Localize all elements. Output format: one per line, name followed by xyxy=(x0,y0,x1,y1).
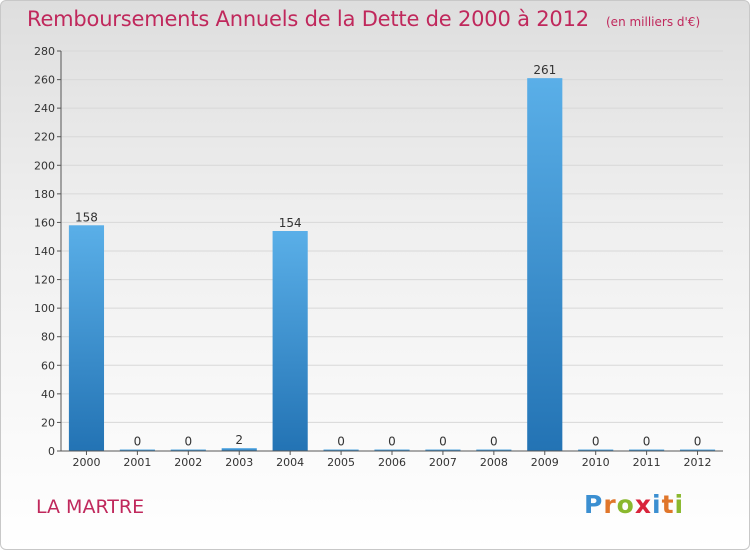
data-label: 0 xyxy=(694,435,702,449)
x-tick-label: 2008 xyxy=(480,456,508,469)
x-tick-label: 2003 xyxy=(225,456,253,469)
x-tick-label: 2000 xyxy=(72,456,100,469)
data-label: 154 xyxy=(279,216,302,230)
data-label: 158 xyxy=(75,210,98,224)
bar xyxy=(527,78,563,452)
x-tick-label: 2002 xyxy=(174,456,202,469)
y-tick-label: 60 xyxy=(41,359,55,372)
logo-letter: r xyxy=(603,490,617,519)
axes: 0204060801001201401601802002202402602802… xyxy=(34,45,723,469)
title-row: Remboursements Annuels de la Dette de 20… xyxy=(27,7,700,31)
logo-letter: i xyxy=(674,490,685,519)
bar xyxy=(119,449,155,451)
bar xyxy=(323,449,359,451)
x-tick-label: 2001 xyxy=(123,456,151,469)
data-label: 0 xyxy=(337,435,345,449)
x-tick-label: 2005 xyxy=(327,456,355,469)
data-label: 0 xyxy=(184,435,192,449)
proxiti-logo: Proxiti xyxy=(584,490,684,519)
y-tick-label: 200 xyxy=(34,159,55,172)
data-label: 0 xyxy=(490,435,498,449)
y-tick-label: 260 xyxy=(34,74,55,87)
bar xyxy=(272,231,308,451)
data-label: 0 xyxy=(439,435,447,449)
data-label: 0 xyxy=(643,435,651,449)
bar xyxy=(679,449,716,451)
x-tick-label: 2011 xyxy=(633,456,661,469)
gridlines xyxy=(61,50,723,423)
y-tick-label: 280 xyxy=(34,45,55,58)
data-label: 2 xyxy=(235,433,243,447)
logo-letter: P xyxy=(584,490,604,519)
bar xyxy=(629,449,665,451)
y-tick-label: 0 xyxy=(48,445,55,458)
y-tick-label: 20 xyxy=(41,416,55,429)
logo-letter: t xyxy=(661,490,675,519)
bar xyxy=(476,449,512,451)
bar xyxy=(221,448,257,451)
logo-letter: i xyxy=(652,490,662,519)
x-tick-label: 2010 xyxy=(582,456,610,469)
data-label: 0 xyxy=(592,435,600,449)
y-tick-label: 120 xyxy=(34,274,55,287)
bar xyxy=(425,449,461,451)
logo-letter: o xyxy=(616,490,635,519)
data-label: 0 xyxy=(134,435,142,449)
logo-letter: x xyxy=(634,490,652,519)
y-tick-label: 80 xyxy=(41,331,55,344)
bar xyxy=(170,449,206,451)
bars xyxy=(68,78,716,452)
y-tick-label: 100 xyxy=(34,302,55,315)
bar xyxy=(68,225,105,451)
bar xyxy=(578,449,614,451)
data-labels: 158 0 0 2 154 0 0 0 0 261 0 0 0 xyxy=(75,63,701,448)
x-tick-label: 2009 xyxy=(531,456,559,469)
y-tick-label: 140 xyxy=(34,245,55,258)
x-tick-label: 2004 xyxy=(276,456,304,469)
y-tick-label: 40 xyxy=(41,388,55,401)
location-label: LA MARTRE xyxy=(36,496,145,518)
y-tick-label: 240 xyxy=(34,102,55,115)
data-label: 0 xyxy=(388,435,396,449)
y-tick-label: 220 xyxy=(34,131,55,144)
chart-unit: (en milliers d'€) xyxy=(606,15,701,29)
x-tick-label: 2006 xyxy=(378,456,406,469)
data-label: 261 xyxy=(533,63,556,77)
x-tick-label: 2007 xyxy=(429,456,457,469)
y-tick-label: 180 xyxy=(34,188,55,201)
chart-title: Remboursements Annuels de la Dette de 20… xyxy=(27,7,589,31)
x-tick-label: 2012 xyxy=(684,456,712,469)
y-tick-label: 160 xyxy=(34,216,55,229)
bar xyxy=(374,449,410,451)
